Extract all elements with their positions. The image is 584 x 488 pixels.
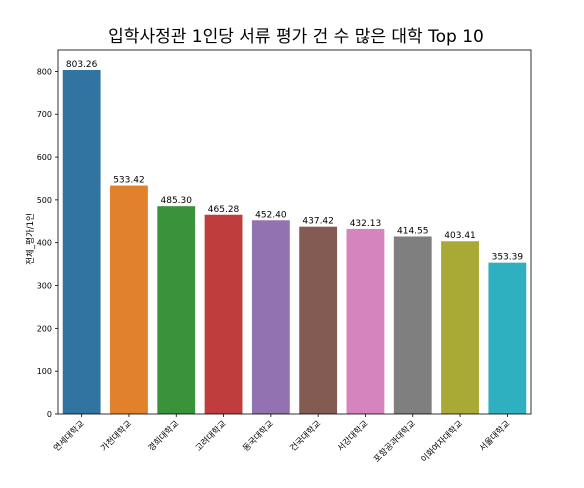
value-label: 452.40 [255, 210, 287, 220]
bar [204, 214, 243, 414]
x-tick-label: 동국대학교 [241, 418, 277, 454]
y-tick-label: 400 [37, 239, 52, 248]
value-label: 403.41 [444, 231, 476, 241]
bar [251, 220, 290, 414]
value-label: 465.28 [208, 205, 240, 215]
value-label: 353.39 [492, 253, 524, 263]
y-tick-label: 100 [37, 367, 52, 376]
bar [299, 226, 338, 414]
x-tick-label: 연세대학교 [51, 418, 87, 454]
y-tick-label: 500 [37, 196, 52, 205]
value-label: 533.42 [113, 176, 145, 186]
value-label: 485.30 [161, 196, 193, 206]
x-tick-label: 경희대학교 [146, 418, 182, 454]
plot-frame [57, 49, 532, 415]
value-label: 803.26 [66, 60, 98, 70]
y-tick-label: 200 [37, 324, 52, 333]
y-tick-label: 700 [37, 110, 52, 119]
x-tick-label: 서강대학교 [335, 418, 371, 454]
value-label: 432.13 [350, 219, 382, 229]
y-tick-label: 600 [37, 153, 52, 162]
bar [441, 241, 479, 414]
x-tick-label: 건국대학교 [288, 418, 324, 454]
bar [157, 206, 196, 414]
x-tick-label: 서울대학교 [477, 418, 513, 454]
x-tick-label: 포항공과대학교 [371, 418, 418, 465]
x-tick-label: 이화여자대학교 [419, 418, 466, 465]
bar [488, 262, 527, 414]
y-axis-title: 전체_평가/1인 [25, 213, 36, 265]
x-tick-label: 고려대학교 [193, 418, 229, 454]
value-label: 437.42 [302, 217, 334, 227]
y-tick-label: 800 [37, 67, 52, 76]
y-tick-label: 300 [37, 282, 52, 291]
bar [346, 228, 385, 414]
bar [110, 185, 148, 414]
bar [393, 236, 432, 414]
y-tick-label: 0 [47, 410, 52, 419]
value-label: 414.55 [397, 226, 429, 236]
x-tick-label: 가천대학교 [99, 418, 135, 454]
bar [62, 70, 101, 414]
plot-area: 803.26 연세대학교 533.42 가천대학교 485.30 경희대학교 465.28 고… [37, 49, 532, 465]
chart-title: 입학사정관 1인당 서류 평가 건 수 많은 대학 Top 10 [108, 27, 484, 47]
